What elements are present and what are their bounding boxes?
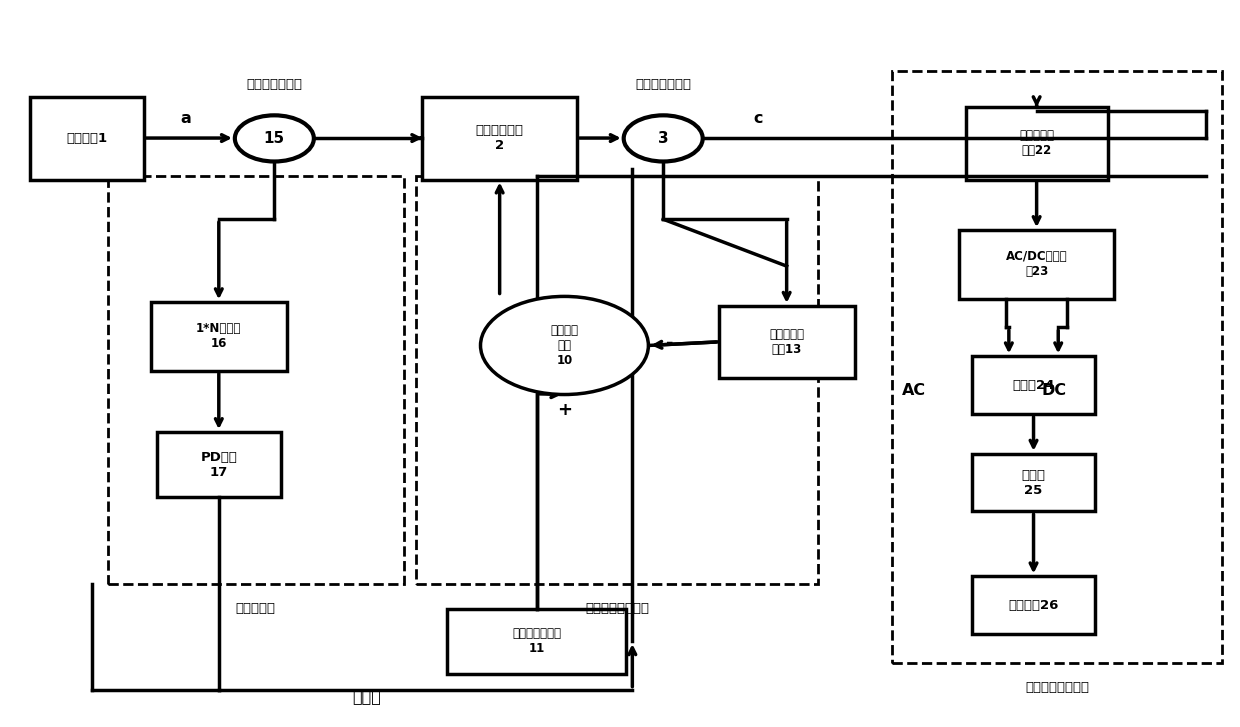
Text: +: +: [557, 401, 572, 419]
Text: 光纤抖动监测模块: 光纤抖动监测模块: [1025, 681, 1089, 694]
Bar: [108, 176, 404, 584]
Text: 第一光纤耦合器: 第一光纤耦合器: [247, 78, 303, 91]
Text: c: c: [754, 111, 763, 126]
Bar: [417, 176, 817, 584]
Text: 快速光衰减器
2: 快速光衰减器 2: [476, 124, 523, 152]
Text: 第四光电接
收机22: 第四光电接 收机22: [1019, 129, 1054, 158]
Text: 一次电流传感器
11: 一次电流传感器 11: [512, 627, 562, 655]
Text: 3: 3: [658, 131, 668, 146]
Text: 输出电压26: 输出电压26: [1008, 598, 1059, 611]
Text: 第一光电接
收机13: 第一光电接 收机13: [769, 328, 805, 356]
Text: 1*N分束器
16: 1*N分束器 16: [196, 323, 242, 350]
Text: 除法器24: 除法器24: [1012, 379, 1055, 392]
Circle shape: [234, 116, 314, 161]
Text: DC: DC: [1042, 383, 1068, 398]
Circle shape: [481, 297, 649, 395]
Text: 第二光纤耦合器: 第二光纤耦合器: [635, 78, 691, 91]
Text: 传感光源1: 传感光源1: [66, 132, 108, 145]
Bar: [719, 306, 854, 378]
Text: 15: 15: [264, 131, 285, 146]
Text: 放大器
25: 放大器 25: [1022, 468, 1045, 497]
Bar: [157, 432, 280, 497]
Bar: [960, 230, 1114, 299]
Bar: [972, 454, 1095, 511]
Bar: [423, 97, 577, 180]
Bar: [972, 356, 1095, 414]
Text: 自供能模块: 自供能模块: [236, 601, 275, 614]
Bar: [151, 302, 286, 371]
Text: 光电反馈控制电路: 光电反馈控制电路: [585, 601, 649, 614]
Circle shape: [624, 116, 703, 161]
Bar: [448, 608, 626, 674]
Bar: [892, 71, 1223, 663]
Bar: [972, 577, 1095, 634]
Text: AC: AC: [901, 383, 926, 398]
Text: AC/DC分离模
块23: AC/DC分离模 块23: [1006, 250, 1068, 278]
Text: 差分放大
模块
10: 差分放大 模块 10: [551, 324, 578, 367]
Text: -: -: [666, 334, 673, 353]
Text: PD阵列
17: PD阵列 17: [201, 451, 237, 478]
Text: a: a: [180, 111, 191, 126]
Text: 自供能: 自供能: [352, 689, 382, 704]
Bar: [30, 97, 144, 180]
Bar: [966, 108, 1107, 180]
